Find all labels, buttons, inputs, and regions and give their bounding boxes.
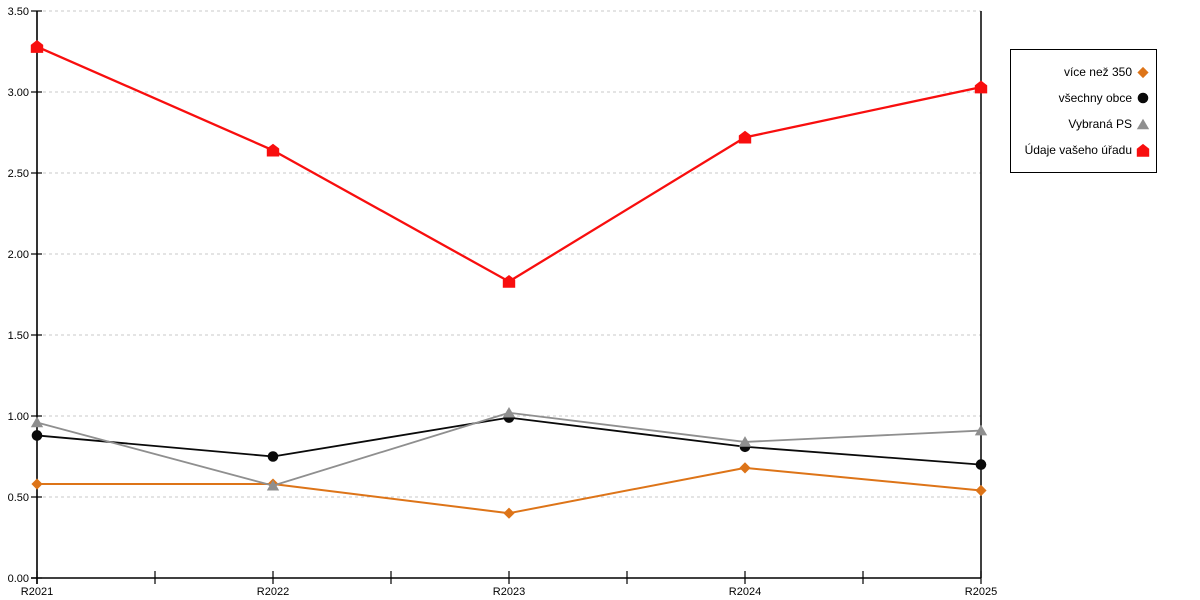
legend-item-3: Vybraná PS	[1015, 117, 1150, 131]
series-line-2	[36, 416, 982, 466]
data-point-marker	[30, 416, 44, 428]
data-point-marker	[974, 80, 988, 94]
data-point-marker	[503, 507, 515, 519]
y-tick-label: 3.50	[8, 6, 29, 18]
legend-label: více než 350	[1063, 65, 1132, 79]
data-point-marker	[267, 451, 279, 462]
pentagon-marker-icon	[1136, 143, 1150, 157]
y-tick-label: 2.50	[8, 168, 29, 180]
data-point-marker	[502, 274, 516, 288]
series-line-3	[36, 411, 982, 487]
data-point-marker	[266, 479, 280, 491]
circle-glyph	[1137, 92, 1149, 104]
y-tick-label: 2.00	[8, 249, 29, 261]
data-point-marker	[738, 130, 752, 144]
legend-label: Vybraná PS	[1068, 117, 1132, 131]
triangle-marker-icon	[1136, 117, 1150, 131]
legend-label: Údaje vašeho úřadu	[1024, 143, 1132, 157]
x-tick-label: R2023	[493, 586, 525, 598]
series-line-1	[37, 466, 982, 515]
x-tick-label: R2021	[21, 586, 53, 598]
triangle-glyph	[1136, 118, 1150, 130]
x-tick-label: R2022	[257, 586, 289, 598]
diamond-glyph	[1137, 66, 1149, 79]
x-tick-label: R2025	[965, 586, 997, 598]
y-tick-label: 1.00	[8, 411, 29, 423]
y-tick-label: 0.00	[8, 573, 29, 585]
legend-item-2: všechny obce	[1015, 91, 1150, 105]
data-point-marker	[738, 436, 752, 447]
legend-item-1: více než 350	[1015, 65, 1150, 79]
pentagon-glyph	[1136, 143, 1150, 157]
y-tick-label: 0.50	[8, 492, 29, 504]
data-point-marker	[975, 484, 987, 497]
data-point-marker	[502, 406, 516, 418]
y-tick-label: 3.00	[8, 87, 29, 99]
data-point-marker	[266, 143, 280, 157]
legend-item-4: Údaje vašeho úřadu	[1015, 143, 1150, 157]
legend-label: všechny obce	[1058, 91, 1132, 105]
data-point-marker	[975, 459, 987, 470]
data-point-marker	[31, 430, 43, 441]
diamond-marker-icon	[1136, 65, 1150, 79]
data-point-marker	[974, 424, 988, 436]
y-tick-label: 1.50	[8, 330, 29, 342]
x-tick-label: R2024	[729, 586, 761, 598]
circle-marker-icon	[1136, 91, 1150, 105]
legend: více než 350 všechny obce Vybraná PS Úda…	[1010, 49, 1157, 173]
data-point-marker	[30, 40, 44, 53]
data-point-marker	[739, 462, 751, 474]
series-line-4	[36, 45, 982, 283]
data-point-marker	[31, 478, 43, 490]
